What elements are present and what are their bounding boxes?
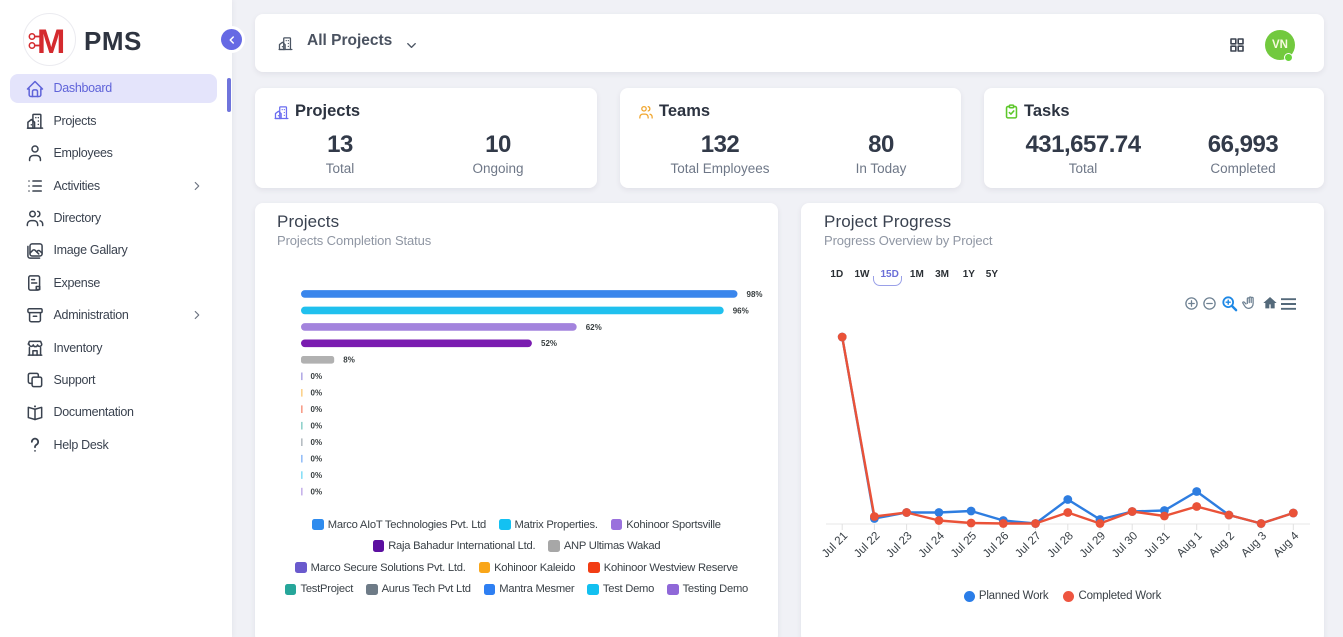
svg-text:0%: 0% bbox=[311, 438, 323, 447]
svg-text:0%: 0% bbox=[311, 422, 323, 431]
svg-text:0%: 0% bbox=[311, 488, 323, 497]
svg-text:Aug 1: Aug 1 bbox=[1174, 529, 1205, 560]
svg-text:Jul 22: Jul 22 bbox=[851, 529, 882, 560]
svg-text:Jul 21: Jul 21 bbox=[819, 529, 850, 560]
svg-text:62%: 62% bbox=[586, 323, 602, 332]
svg-text:Jul 27: Jul 27 bbox=[1013, 529, 1044, 560]
svg-text:Jul 30: Jul 30 bbox=[1109, 529, 1140, 560]
svg-text:Aug 4: Aug 4 bbox=[1271, 529, 1302, 560]
svg-text:Jul 26: Jul 26 bbox=[980, 529, 1011, 560]
svg-text:Jul 24: Jul 24 bbox=[916, 529, 947, 560]
svg-text:0%: 0% bbox=[311, 471, 323, 480]
svg-text:98%: 98% bbox=[747, 290, 763, 299]
svg-text:0%: 0% bbox=[311, 389, 323, 398]
svg-text:Jul 25: Jul 25 bbox=[948, 529, 979, 560]
svg-text:Jul 28: Jul 28 bbox=[1045, 529, 1076, 560]
svg-text:52%: 52% bbox=[541, 339, 557, 348]
svg-text:Aug 3: Aug 3 bbox=[1239, 529, 1270, 560]
svg-text:0%: 0% bbox=[311, 372, 323, 381]
svg-text:8%: 8% bbox=[343, 356, 355, 365]
svg-text:Jul 23: Jul 23 bbox=[884, 529, 915, 560]
svg-text:Jul 31: Jul 31 bbox=[1141, 529, 1172, 560]
svg-text:0%: 0% bbox=[311, 455, 323, 464]
svg-text:0%: 0% bbox=[311, 405, 323, 414]
svg-text:Aug 2: Aug 2 bbox=[1206, 529, 1237, 560]
svg-text:M: M bbox=[37, 23, 65, 60]
svg-text:Jul 29: Jul 29 bbox=[1077, 529, 1108, 560]
svg-text:96%: 96% bbox=[733, 306, 749, 315]
